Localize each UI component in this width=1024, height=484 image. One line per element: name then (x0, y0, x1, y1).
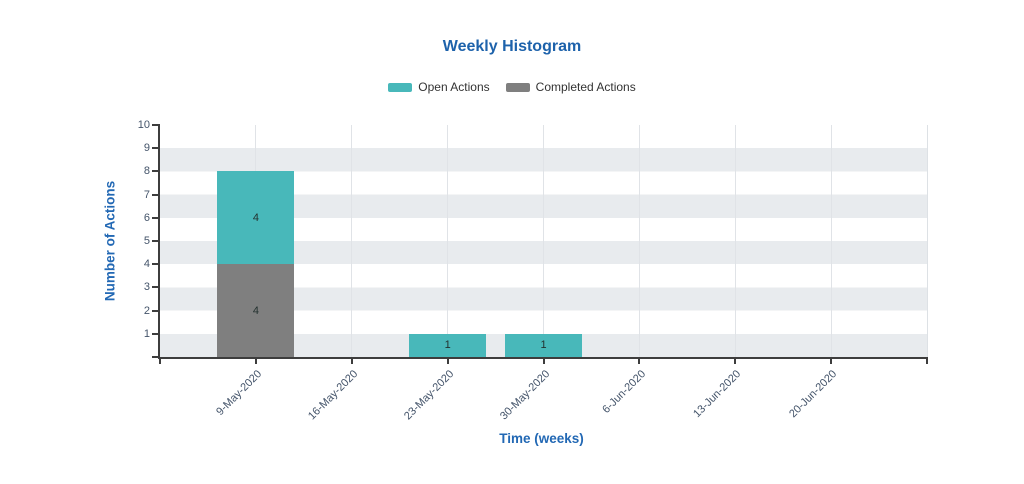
legend-label: Completed Actions (535, 80, 636, 94)
x-tick-label-9-may-2020: 9-May-2020 (214, 368, 265, 418)
x-axis-tick (926, 357, 928, 364)
bar-segment-open-actions-23-may-2020[interactable]: 1 (409, 333, 487, 357)
legend: Open Actions Completed Actions (0, 80, 1024, 94)
x-axis-tick (830, 357, 833, 364)
y-tick-label: 2 (143, 304, 150, 317)
bar-23-may-2020: 1 (409, 125, 487, 357)
y-axis-title: Number of Actions (102, 180, 118, 302)
x-axis-tick (734, 357, 737, 364)
y-axis-tick (152, 193, 160, 196)
chart-title: Weekly Histogram (442, 38, 582, 55)
bar-value-label: 4 (252, 304, 259, 317)
x-axis-tick (542, 357, 545, 364)
y-tick-label: 10 (137, 119, 150, 131)
bar-segment-completed-actions-9-may-2020[interactable]: 4 (217, 264, 295, 357)
x-axis-title: Time (weeks) (499, 431, 584, 446)
y-axis-tick (152, 240, 160, 242)
vertical-gridline (447, 125, 449, 357)
x-tick-label-20-jun-2020: 20-Jun-2020 (787, 368, 840, 421)
y-axis-tick (152, 147, 160, 150)
y-axis-tick (152, 216, 160, 219)
x-tick-label-16-may-2020: 16-May-2020 (305, 368, 361, 423)
y-axis-tick (152, 356, 160, 358)
bar-segment-open-actions-9-may-2020[interactable]: 4 (217, 171, 295, 265)
y-tick-label: 8 (143, 165, 150, 178)
y-tick-label: 7 (143, 188, 150, 201)
x-tick-label-13-jun-2020: 13-Jun-2020 (691, 368, 744, 421)
y-tick-label: 5 (143, 235, 150, 247)
x-tick-label-30-may-2020: 30-May-2020 (497, 368, 552, 423)
x-tick-label-6-jun-2020: 6-Jun-2020 (600, 368, 648, 416)
vertical-gridline (351, 125, 353, 357)
x-axis-tick (638, 357, 641, 364)
legend-item-open-actions[interactable]: Open Actions (388, 80, 490, 94)
legend-swatch-completed-actions (505, 82, 530, 92)
bar-value-label: 4 (252, 211, 259, 224)
x-axis-tick (254, 357, 257, 364)
vertical-gridline (830, 125, 832, 357)
bar-30-may-2020: 1 (505, 125, 582, 357)
bar-value-label: 1 (540, 339, 547, 352)
legend-label: Open Actions (418, 80, 490, 94)
y-tick-label: 6 (143, 211, 150, 224)
x-axis-tick (350, 357, 353, 364)
legend-item-completed-actions[interactable]: Completed Actions (505, 80, 636, 94)
vertical-gridline (734, 125, 736, 357)
bar-16-may-2020 (313, 125, 390, 357)
bar-13-jun-2020 (697, 125, 774, 357)
y-tick-label: 1 (143, 327, 150, 340)
y-axis-tick (152, 332, 160, 335)
x-axis-tick (159, 357, 161, 364)
y-axis-tick (152, 263, 160, 266)
bar-segment-open-actions-30-may-2020[interactable]: 1 (505, 333, 582, 357)
vertical-gridline (638, 125, 640, 357)
y-axis-tick (152, 124, 160, 126)
bar-value-label: 1 (444, 339, 451, 352)
plot-area: 4 4 1 1 1 2 3 4 5 6 7 8 9 10 9-May-2020 16-May-2020 23-M… (138, 119, 928, 422)
y-axis-tick (152, 170, 160, 173)
y-axis-tick (152, 286, 160, 289)
x-tick-label-23-may-2020: 23-May-2020 (401, 368, 457, 423)
y-tick-label: 4 (143, 258, 150, 271)
y-tick-label: 3 (143, 281, 150, 294)
y-tick-label: 9 (143, 142, 150, 155)
x-axis-tick (446, 357, 449, 364)
bar-6-jun-2020 (601, 125, 678, 357)
y-axis-tick (152, 309, 160, 312)
legend-swatch-open-actions (388, 82, 413, 92)
vertical-gridline (543, 125, 544, 357)
bar-20-jun-2020 (793, 125, 870, 357)
